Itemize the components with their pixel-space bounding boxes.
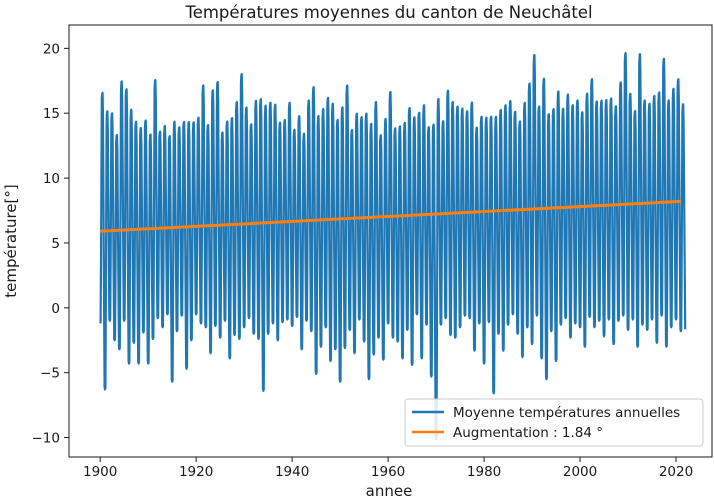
legend: Moyenne températures annuelles Augmentat… [404, 398, 704, 447]
plot-area [99, 51, 687, 440]
legend-label-trend: Augmentation : 1.84 ° [453, 425, 603, 441]
x-tick-label: 2020 [659, 464, 693, 480]
x-tick-label: 1900 [83, 464, 117, 480]
x-tick-label: 1980 [467, 464, 501, 480]
chart-title: Températures moyennes du canton de Neuch… [184, 3, 592, 22]
y-tick-label: −5 [40, 366, 60, 382]
series-trend-line [100, 199, 681, 233]
legend-box [404, 398, 704, 447]
y-axis: −10 −5 0 5 10 15 20 [32, 41, 69, 447]
y-tick-label: 10 [43, 171, 60, 187]
x-tick-label: 1920 [179, 464, 213, 480]
y-tick-label: 20 [43, 41, 60, 57]
y-tick-label: 0 [51, 301, 60, 317]
x-axis: 1900 1920 1940 1960 1980 2000 2020 [83, 457, 693, 480]
y-axis-label: température[°] [2, 184, 20, 298]
y-tick-label: −10 [32, 431, 61, 447]
series-annual-line [99, 51, 687, 440]
x-axis-label: annee [366, 482, 413, 500]
x-tick-label: 1960 [371, 464, 405, 480]
x-tick-label: 2000 [563, 464, 597, 480]
x-tick-label: 1940 [275, 464, 309, 480]
legend-label-annual: Moyenne températures annuelles [453, 405, 680, 421]
y-tick-label: 15 [43, 106, 60, 122]
y-tick-label: 5 [51, 236, 60, 252]
plot-frame [68, 24, 713, 458]
